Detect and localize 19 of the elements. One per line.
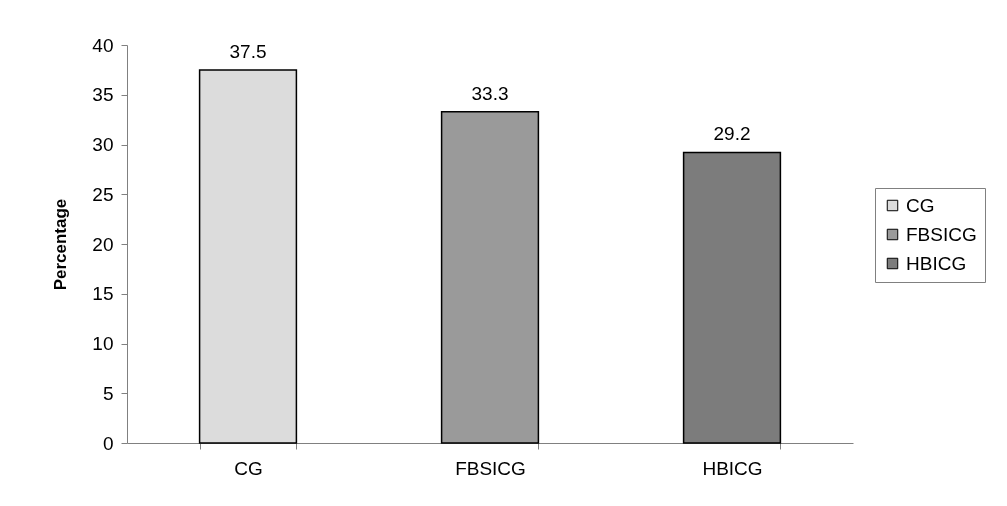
x-tick-label: CG [234,457,263,479]
y-tick-label: 30 [92,134,114,155]
y-axis-title: Percentage [51,198,71,291]
data-label: 29.2 [713,123,751,145]
legend-label: FBSICG [906,223,977,245]
legend-label: CG [906,194,935,216]
data-label: 33.3 [471,82,509,104]
x-tick-label: FBSICG [455,457,526,479]
y-tick-label: 5 [102,382,114,404]
y-tick-label: 10 [92,333,114,354]
x-tick-label: HBICG [702,457,763,479]
y-tick-label: 20 [92,233,114,255]
data-label: 37.5 [229,40,267,62]
legend-label: HBICG [906,252,967,274]
y-tick-label: 25 [92,183,114,205]
y-tick-label: 15 [92,283,114,305]
y-tick-label: 40 [92,34,114,56]
y-tick-label: 0 [102,432,114,454]
y-tick-label: 35 [92,84,114,106]
